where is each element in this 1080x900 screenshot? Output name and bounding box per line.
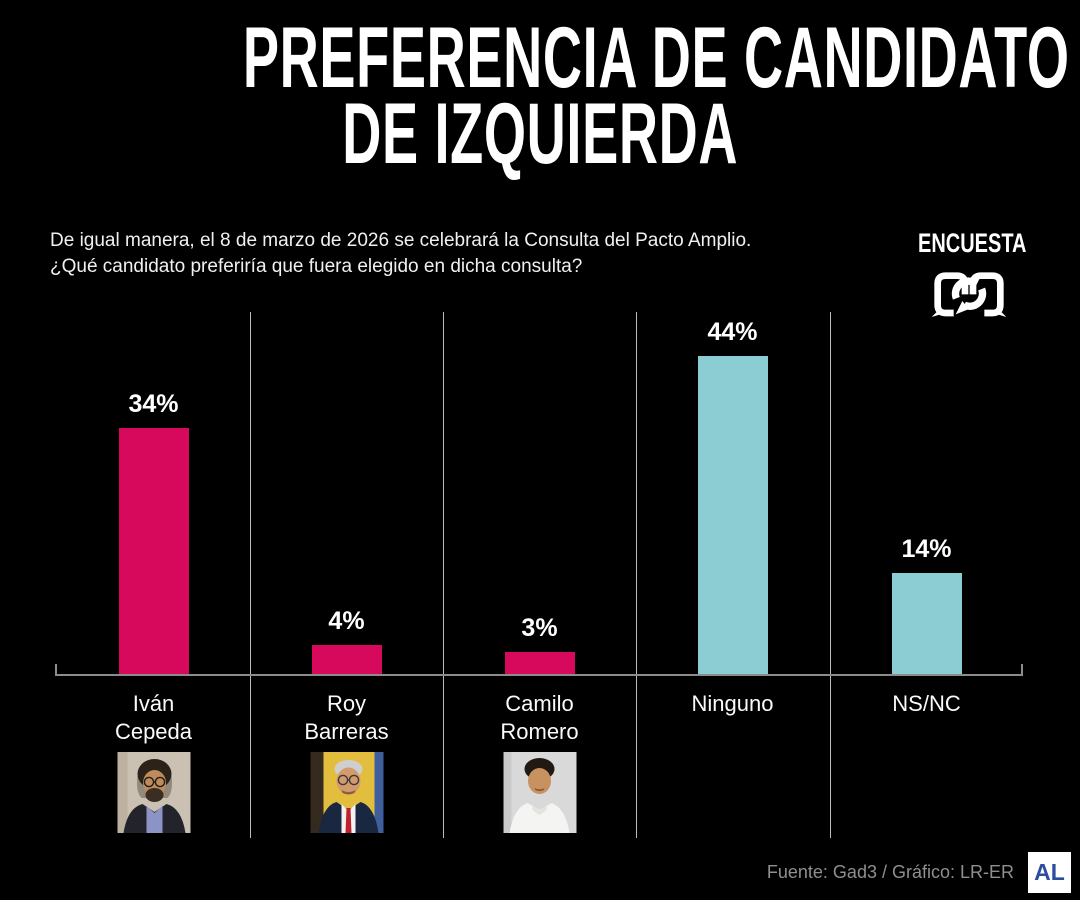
category-label-line1: Camilo [505,691,574,716]
page-title-line2: DE IZQUIERDA [342,86,738,182]
poll-question-line2: ¿Qué candidato preferiría que fuera eleg… [50,256,583,277]
category-label-line1: NS/NC [892,691,961,716]
page-title: PREFERENCIA DE CANDIDATO DE IZQUIERDA [0,10,1080,182]
category-label-line2: Cepeda [114,719,193,744]
column-separator [443,312,444,838]
category-label: Iván Cepeda [57,690,250,746]
bar-value-label: 3% [521,614,558,642]
bar-value-label: 44% [707,318,758,346]
candidate-photo-roy-barreras [310,752,383,833]
bar-column: 4% Roy Barreras [250,0,443,900]
bar-value-label: 14% [901,535,952,563]
category-label: Roy Barreras [250,690,443,746]
column-separator [636,312,637,838]
brand-block: ENCUESTA [899,228,1039,324]
column-separator [250,312,251,838]
bar [505,652,575,674]
bar-column: 3% Camilo Romero [443,0,636,900]
category-label-line2: Romero [500,719,579,744]
bar-value-label: 34% [128,390,179,418]
bar-column: 34% Iván Cepeda [57,0,250,900]
al-logo: AL [1028,852,1071,893]
category-label-line1: Ninguno [691,691,774,716]
footer: Fuente: Gad3 / Gráfico: LR-ER AL [767,852,1071,893]
category-label: NS/NC [830,690,1023,718]
category-label-line2: Barreras [304,719,389,744]
bar [119,428,189,674]
category-label-line1: Iván [132,691,175,716]
bar [892,573,962,674]
category-label: Camilo Romero [443,690,636,746]
poll-question-line1: De igual manera, el 8 de marzo de 2026 s… [50,230,752,251]
bar-column: 44% Ninguno [636,0,829,900]
bar-column: 14% NS/NC [830,0,1023,900]
poll-question: De igual manera, el 8 de marzo de 2026 s… [50,228,751,280]
encuesta-label: ENCUESTA [918,228,1027,258]
bar-value-label: 4% [328,607,365,635]
rcn-logo-icon [899,267,1039,324]
candidate-photo-camilo-romero [503,752,576,833]
category-label: Ninguno [636,690,829,718]
candidate-photo-ivan-cepeda [117,752,190,833]
x-axis [55,664,1023,676]
bar [698,356,768,674]
column-separator [830,312,831,838]
bar [312,645,382,674]
category-label-line1: Roy [326,691,367,716]
source-credit: Fuente: Gad3 / Gráfico: LR-ER [766,862,1014,882]
page-title-line1: PREFERENCIA DE CANDIDATO [242,10,1070,106]
